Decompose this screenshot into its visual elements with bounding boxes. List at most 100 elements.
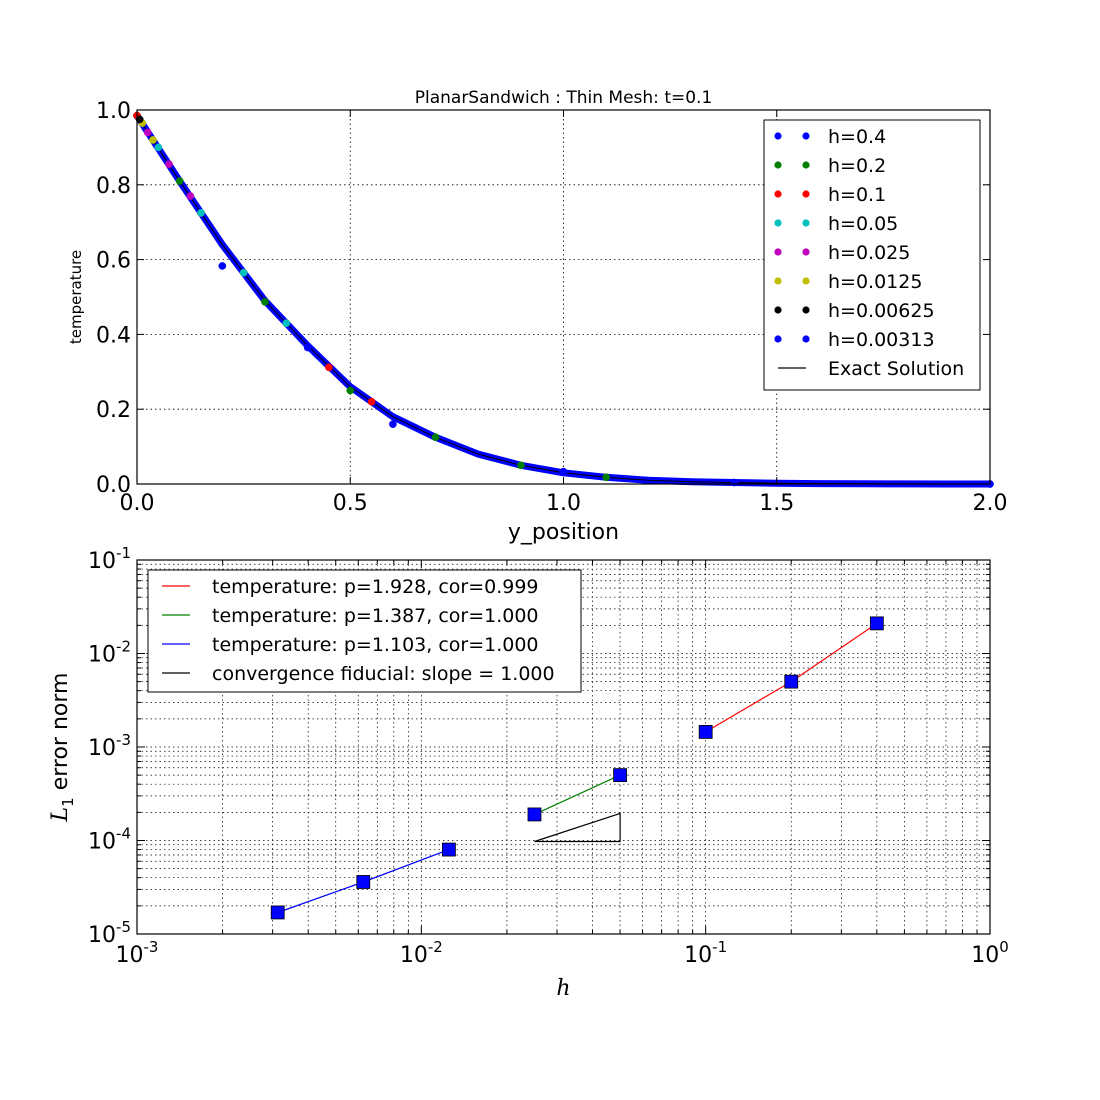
- bottom-square-marker: [698, 725, 713, 739]
- top-x-tick-label: 1.5: [759, 491, 794, 516]
- top-chart-points: [133, 111, 994, 488]
- tick-label-exponent: -2: [428, 938, 443, 956]
- top-point: [346, 386, 355, 395]
- tick-label-base: 10: [684, 943, 712, 968]
- bottom-x-tick-label: 100: [971, 938, 1009, 968]
- top-point: [559, 467, 568, 476]
- top-y-tick-label: 0.4: [96, 323, 131, 348]
- bottom-chart-ticks: [136, 559, 991, 935]
- bottom-chart-grid: [137, 560, 990, 934]
- top-point: [197, 209, 205, 217]
- bottom-legend-label: temperature: p=1.387, cor=1.000: [212, 605, 539, 627]
- top-chart: PlanarSandwich : Thin Mesh: t=0.1 0.0 0.5…: [67, 88, 1008, 545]
- bottom-y-tick-label: 10-2: [88, 638, 131, 668]
- bottom-legend-label: convergence fiducial: slope = 1.000: [212, 663, 555, 685]
- top-point: [218, 262, 227, 270]
- tick-label-base: 10: [400, 943, 428, 968]
- top-chart-ticks: [136, 109, 991, 485]
- bottom-legend-frame: [147, 569, 582, 693]
- top-point: [367, 397, 376, 406]
- bottom-y-tick-label: 10-3: [88, 731, 131, 761]
- top-point: [239, 268, 248, 277]
- top-point: [135, 115, 144, 124]
- top-legend-marker: [802, 306, 810, 314]
- bottom-chart-y-tick-labels: 10-510-410-310-210-1: [88, 544, 131, 948]
- y-axis-label-rest: error norm: [48, 673, 73, 798]
- bottom-square-marker: [869, 616, 884, 631]
- tick-label-exponent: -1: [712, 938, 727, 956]
- tick-label-base: 10: [88, 736, 116, 761]
- top-point: [175, 177, 184, 185]
- bottom-chart-x-tick-labels: 10-3 10-2 10-1 100: [116, 938, 1009, 968]
- bottom-chart-y-axis-label: L1 error norm: [48, 673, 77, 823]
- tick-label-exponent: 0: [999, 938, 1009, 956]
- tick-label-base: 10: [88, 830, 116, 855]
- top-x-tick-label: 0.0: [120, 491, 155, 516]
- top-legend-marker: [802, 161, 810, 169]
- tick-label-exponent: -3: [116, 731, 131, 749]
- bottom-x-tick-label: 10-1: [684, 938, 727, 968]
- fiducial-triangle: [534, 812, 621, 843]
- bottom-square-marker: [441, 842, 456, 857]
- top-chart-x-tick-labels: 0.0 0.5 1.0 1.5 2.0: [120, 491, 1008, 516]
- top-chart-grid: [137, 110, 990, 484]
- top-legend-marker: [774, 335, 782, 343]
- top-legend-marker: [802, 248, 810, 256]
- top-point: [730, 478, 738, 487]
- tick-label-exponent: -1: [116, 544, 131, 562]
- top-chart-y-tick-labels: 0.0 0.2 0.4 0.6 0.8 1.0: [96, 99, 131, 498]
- top-y-tick-label: 0.2: [96, 398, 131, 423]
- top-legend-marker: [802, 277, 810, 285]
- top-legend-marker: [774, 161, 782, 169]
- top-x-tick-label: 1.0: [546, 491, 581, 516]
- top-y-tick-label: 0.0: [96, 473, 131, 498]
- bottom-y-tick-label: 10-1: [88, 544, 131, 574]
- top-legend-label: h=0.00313: [828, 329, 935, 351]
- top-y-tick-label: 0.6: [96, 249, 131, 274]
- top-point: [154, 143, 163, 152]
- top-point: [303, 343, 312, 352]
- top-legend-label: h=0.00625: [828, 300, 935, 322]
- top-legend-label: h=0.05: [828, 213, 898, 235]
- bottom-legend-label: temperature: p=1.103, cor=1.000: [212, 634, 539, 656]
- top-legend-marker: [802, 219, 810, 227]
- bottom-chart-fiducial: [534, 812, 621, 843]
- tick-label-base: 10: [971, 943, 999, 968]
- top-y-tick-label: 0.8: [96, 174, 131, 199]
- bottom-legend-label: temperature: p=1.928, cor=0.999: [212, 576, 539, 598]
- top-chart-x-axis-label: y_position: [508, 520, 619, 545]
- top-legend-marker: [774, 132, 782, 140]
- y-axis-label-sub: 1: [59, 797, 77, 807]
- tick-label-exponent: -4: [116, 825, 131, 843]
- bottom-series-line: [534, 774, 621, 815]
- top-legend-marker: [802, 190, 810, 198]
- top-point: [517, 461, 525, 470]
- top-chart-legend: h=0.4 h=0.2 h=0.1 h=0.05 h=0.025 h=0.0125 h=0.…: [763, 119, 981, 391]
- bottom-square-marker: [613, 768, 627, 783]
- top-legend-label: h=0.2: [828, 155, 886, 177]
- top-legend-label: Exact Solution: [828, 358, 964, 380]
- top-legend-marker: [774, 277, 782, 285]
- bottom-y-tick-label: 10-5: [88, 918, 131, 948]
- top-legend-label: h=0.4: [828, 126, 886, 148]
- tick-label-base: 10: [116, 943, 144, 968]
- bottom-square-marker: [356, 875, 371, 889]
- top-point: [325, 363, 333, 372]
- bottom-y-tick-label: 10-4: [88, 825, 131, 855]
- top-point: [389, 420, 397, 429]
- bottom-square-marker: [784, 674, 799, 689]
- top-legend-label: h=0.0125: [828, 271, 922, 293]
- top-legend-marker: [802, 132, 810, 140]
- top-point: [186, 192, 195, 200]
- bottom-square-marker: [527, 807, 542, 822]
- tick-label-base: 10: [88, 643, 116, 668]
- tick-label-exponent: -3: [144, 938, 159, 956]
- bottom-x-tick-label: 10-3: [116, 938, 159, 968]
- top-x-tick-label: 2.0: [973, 491, 1008, 516]
- top-point: [149, 136, 157, 144]
- bottom-x-tick-label: 10-2: [400, 938, 443, 968]
- tick-label-exponent: -2: [116, 638, 131, 656]
- top-legend-label: h=0.1: [828, 184, 886, 206]
- y-axis-label-main: L: [48, 807, 73, 823]
